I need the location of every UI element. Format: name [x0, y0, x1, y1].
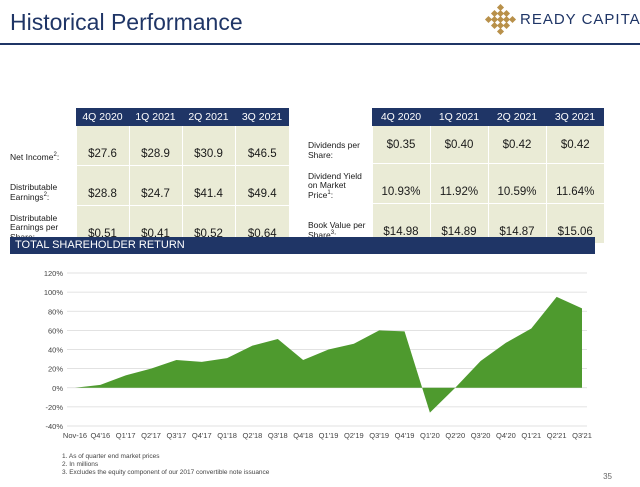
row-label: Net Income2:	[10, 126, 76, 166]
logo-text: READY CAPITAL	[520, 11, 640, 28]
table-cell: $0.35	[371, 126, 430, 164]
row-label-suffix: :	[56, 151, 60, 162]
x-tick-label: Q1'20	[420, 431, 440, 440]
section-header-bar: TOTAL SHAREHOLDER RETURN	[10, 237, 595, 254]
table-row: Dividend Yield on Market Price1: 10.93% …	[308, 163, 604, 204]
column-header: 4Q 2020	[372, 108, 430, 126]
x-tick-label: Q2'17	[141, 431, 161, 440]
y-tick-label: 80%	[48, 307, 63, 316]
table-cell: $30.9	[181, 126, 235, 166]
x-tick-label: Q1'21	[521, 431, 541, 440]
table-row: Book Value per Share3: $14.98 $14.89 $14…	[308, 203, 604, 244]
table-cell: $28.8	[75, 165, 129, 206]
table-cell: $46.5	[234, 126, 289, 166]
row-label-text: Distributable Earnings per Share:	[10, 212, 59, 242]
row-label: Distributable Earnings2:	[10, 165, 76, 206]
table-row: Dividends per Share: $0.35 $0.40 $0.42 $…	[308, 126, 604, 164]
footnote-marker: 2	[53, 151, 57, 158]
table-cell: 10.93%	[371, 163, 430, 204]
row-label-suffix: :	[330, 189, 334, 200]
table-cell: $28.9	[128, 126, 182, 166]
table-cell: 11.64%	[545, 163, 604, 204]
tsr-area-chart: -40%-20%0%20%40%60%80%100%120% Nov-16 Q4'…	[44, 269, 592, 440]
section-header-text: TOTAL SHAREHOLDER RETURN	[15, 239, 185, 251]
table-cell: $27.6	[75, 126, 129, 166]
title-divider	[0, 43, 640, 45]
x-tick-label: Q2'20	[445, 431, 465, 440]
y-tick-label: -40%	[45, 422, 63, 431]
y-axis-labels: -40% -20% 0% 20% 40% 60% 80% 100% 120%	[44, 269, 64, 431]
row-label: Dividend Yield on Market Price1:	[308, 163, 372, 204]
x-tick-label: Q2'18	[243, 431, 263, 440]
footnote-marker: 2	[43, 191, 47, 198]
table-cell: $0.40	[429, 126, 488, 164]
row-label-suffix: :	[46, 191, 50, 202]
y-tick-label: 100%	[44, 288, 64, 297]
x-tick-label: Q3'19	[369, 431, 389, 440]
row-label-text: Dividend Yield on Market Price	[308, 170, 362, 200]
table-cell: $24.7	[128, 165, 182, 206]
income-table: 4Q 2020 1Q 2021 2Q 2021 3Q 2021 Net Inco…	[10, 108, 289, 246]
footnote: 3. Excludes the equity component of our …	[62, 469, 270, 476]
table-cell: $49.4	[234, 165, 289, 206]
page-number: 35	[603, 472, 612, 481]
row-label-text: Net Income	[10, 151, 54, 162]
footnote-marker: 1	[327, 189, 331, 196]
chart-area-layer	[75, 296, 582, 413]
column-header: 2Q 2021	[488, 108, 546, 126]
y-tick-label: 20%	[48, 365, 63, 374]
footnote-marker: 3	[330, 229, 335, 236]
header-spacer	[10, 108, 76, 126]
x-tick-label: Q2'19	[344, 431, 364, 440]
column-header: 1Q 2021	[129, 108, 182, 126]
x-tick-label: Q1'18	[217, 431, 237, 440]
x-tick-label: Q4'18	[293, 431, 313, 440]
column-header: 3Q 2021	[235, 108, 289, 126]
company-logo: READY CAPITAL	[484, 3, 640, 36]
footnotes: 1. As of quarter end market prices 2. In…	[62, 453, 269, 477]
row-label: Dividends per Share:	[308, 126, 372, 164]
table-row: Net Income2: $27.6 $28.9 $30.9 $46.5	[10, 126, 289, 166]
dividend-table: 4Q 2020 1Q 2021 2Q 2021 3Q 2021 Dividend…	[308, 108, 604, 244]
page-title: Historical Performance	[10, 9, 243, 35]
y-tick-label: 0%	[52, 384, 63, 393]
y-tick-label: 120%	[44, 269, 64, 278]
table-cell: $0.42	[545, 126, 604, 164]
x-tick-label: Nov-16	[63, 431, 87, 440]
table-cell: 10.59%	[487, 163, 546, 204]
logo-mark-icon	[484, 3, 517, 36]
x-tick-label: Q2'21	[547, 431, 567, 440]
column-header: 3Q 2021	[546, 108, 604, 126]
table-row: Distributable Earnings2: $28.8 $24.7 $41…	[10, 165, 289, 206]
x-tick-label: Q3'18	[268, 431, 288, 440]
x-tick-label: Q4'16	[90, 431, 110, 440]
y-tick-label: 60%	[48, 326, 63, 335]
x-tick-label: Q4'19	[395, 431, 415, 440]
footnote: 2. In millions	[62, 461, 99, 468]
column-header: 4Q 2020	[76, 108, 129, 126]
table-cell: $41.4	[181, 165, 235, 206]
x-tick-label: Q4'20	[496, 431, 516, 440]
x-tick-label: Q1'19	[319, 431, 339, 440]
header-spacer	[308, 108, 372, 126]
row-label-text: Dividends per Share:	[308, 140, 360, 160]
footnote: 1. As of quarter end market prices	[62, 453, 160, 460]
column-header: 1Q 2021	[430, 108, 488, 126]
column-header: 2Q 2021	[182, 108, 235, 126]
row-label-text: Distributable Earnings	[10, 182, 58, 202]
y-tick-label: 40%	[48, 346, 63, 355]
x-tick-label: Q4'17	[192, 431, 212, 440]
x-tick-label: Q3'17	[167, 431, 187, 440]
x-axis-labels: Nov-16 Q4'16 Q1'17 Q2'17 Q3'17 Q4'17 Q1'18 Q2'1…	[63, 431, 592, 440]
table-cell: 11.92%	[429, 163, 488, 204]
x-tick-label: Q3'21	[572, 431, 592, 440]
y-tick-label: -20%	[45, 403, 63, 412]
x-tick-label: Q1'17	[116, 431, 136, 440]
row-label-text: Book Value per Share	[308, 220, 366, 240]
x-tick-label: Q3'20	[471, 431, 491, 440]
row-label-suffix: :	[334, 229, 337, 240]
tsr-area	[75, 296, 582, 413]
table-cell: $0.42	[487, 126, 546, 164]
